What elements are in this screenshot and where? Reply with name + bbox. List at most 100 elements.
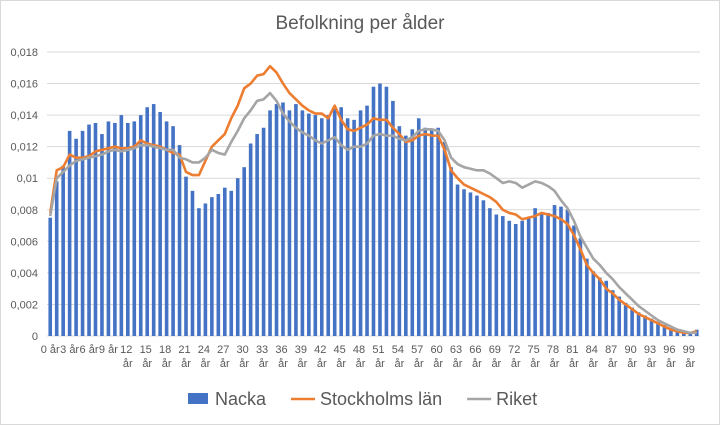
x-tick-label-part: år: [433, 358, 443, 370]
y-tick-label: 0,018: [10, 47, 38, 59]
bar: [100, 134, 104, 336]
x-tick-label-part: år: [239, 358, 249, 370]
bar: [552, 205, 557, 336]
bar: [630, 307, 634, 336]
x-tick-label: 60 år: [431, 344, 446, 370]
bar: [384, 86, 389, 336]
x-tick-label-part: 27: [217, 344, 232, 356]
x-tick-label-part: år: [356, 358, 366, 370]
x-tick-label-part: år: [297, 358, 307, 370]
x-tick-label: 84 år: [586, 344, 601, 370]
x-tick-label-part: år: [569, 358, 579, 370]
bar: [261, 127, 266, 336]
bar: [177, 145, 182, 336]
x-tick-label: 6 år: [80, 344, 99, 356]
x-tick-label-part: år: [317, 358, 327, 370]
x-tick-label: 15 år: [140, 344, 155, 370]
legend-swatch: [188, 393, 208, 404]
bar: [669, 328, 673, 336]
bar: [229, 190, 234, 336]
bar: [300, 110, 305, 336]
bar: [636, 312, 641, 336]
bar: [190, 190, 195, 336]
x-tick-label-part: 42: [314, 344, 329, 356]
x-tick-label: 90 år: [624, 344, 639, 370]
x-tick-label-part: 30: [237, 344, 252, 356]
bar: [171, 126, 175, 337]
x-tick-label-part: år: [394, 358, 404, 370]
x-tick-label: 36 år: [275, 344, 290, 370]
legend-label: Stockholms län: [320, 389, 442, 409]
bar: [119, 115, 124, 336]
bar: [235, 178, 240, 336]
bar: [74, 138, 78, 336]
x-tick-label-part: år: [259, 358, 269, 370]
x-tick-label-part: 63: [450, 344, 465, 356]
x-tick-label-part: 48: [353, 344, 368, 356]
bar: [526, 217, 531, 336]
x-tick-label-part: år: [588, 358, 598, 370]
x-tick-label-part: år: [278, 358, 288, 370]
x-tick-label: 87 år: [605, 344, 620, 370]
bar: [158, 111, 162, 336]
x-tick-label-part: år: [530, 358, 540, 370]
x-tick-label-part: år: [472, 358, 482, 370]
bar: [656, 321, 660, 336]
bar: [268, 110, 272, 336]
bar: [319, 118, 324, 337]
bar: [378, 83, 382, 336]
bar: [623, 302, 628, 336]
bar: [326, 115, 331, 336]
x-tick-label-part: 45: [334, 344, 349, 356]
x-tick-label: 3 år: [60, 344, 79, 356]
bar: [365, 105, 369, 337]
bar: [468, 192, 473, 336]
bar: [80, 130, 85, 336]
x-tick-label-part: 66: [469, 344, 484, 356]
x-tick-label-part: 18: [159, 344, 174, 356]
x-tick-label-part: 15: [140, 344, 155, 356]
x-tick-label-part: år: [685, 358, 695, 370]
x-tick-label: 75 år: [527, 344, 542, 370]
x-tick-label-part: 36: [275, 344, 290, 356]
x-tick-label: 33 år: [256, 344, 271, 370]
bar: [404, 135, 408, 336]
x-tick-label: 99 år: [683, 344, 698, 370]
bar: [688, 332, 693, 336]
x-tick-label-part: år: [550, 358, 560, 370]
x-tick-label-part: 51: [372, 344, 387, 356]
bar: [358, 110, 363, 336]
x-tick-label-part: år: [511, 358, 521, 370]
x-tick-label-part: år: [608, 358, 618, 370]
bar: [54, 181, 59, 336]
chart-title: Befolkning per ålder: [276, 13, 446, 34]
x-tick-label-part: 24: [198, 344, 213, 356]
x-tick-label: 66 år: [469, 344, 484, 370]
bar: [138, 115, 143, 336]
bar: [106, 121, 111, 336]
x-tick-label-part: år: [627, 358, 637, 370]
bar: [585, 258, 589, 336]
x-tick-label-part: 72: [508, 344, 523, 356]
x-tick-label: 9 år: [99, 344, 118, 356]
x-tick-label-part: år: [414, 358, 424, 370]
x-tick-label-part: 54: [392, 344, 407, 356]
x-tick-label-part: 84: [586, 344, 601, 356]
bar: [126, 123, 130, 336]
bar: [339, 107, 343, 336]
bar: [436, 127, 440, 336]
bar: [113, 123, 117, 336]
bar: [423, 127, 428, 336]
bar: [578, 238, 583, 336]
x-tick-label-part: år: [666, 358, 676, 370]
x-tick-label: 51 år: [372, 344, 387, 370]
x-tick-label: 39 år: [295, 344, 310, 370]
legend-label: Nacka: [215, 389, 267, 409]
bar: [313, 115, 318, 336]
x-tick-label: 93 år: [644, 344, 659, 370]
bar: [662, 324, 667, 336]
x-tick-label-part: år: [375, 358, 385, 370]
y-tick-label: 0: [32, 331, 38, 343]
x-tick-label: 18 år: [159, 344, 174, 370]
